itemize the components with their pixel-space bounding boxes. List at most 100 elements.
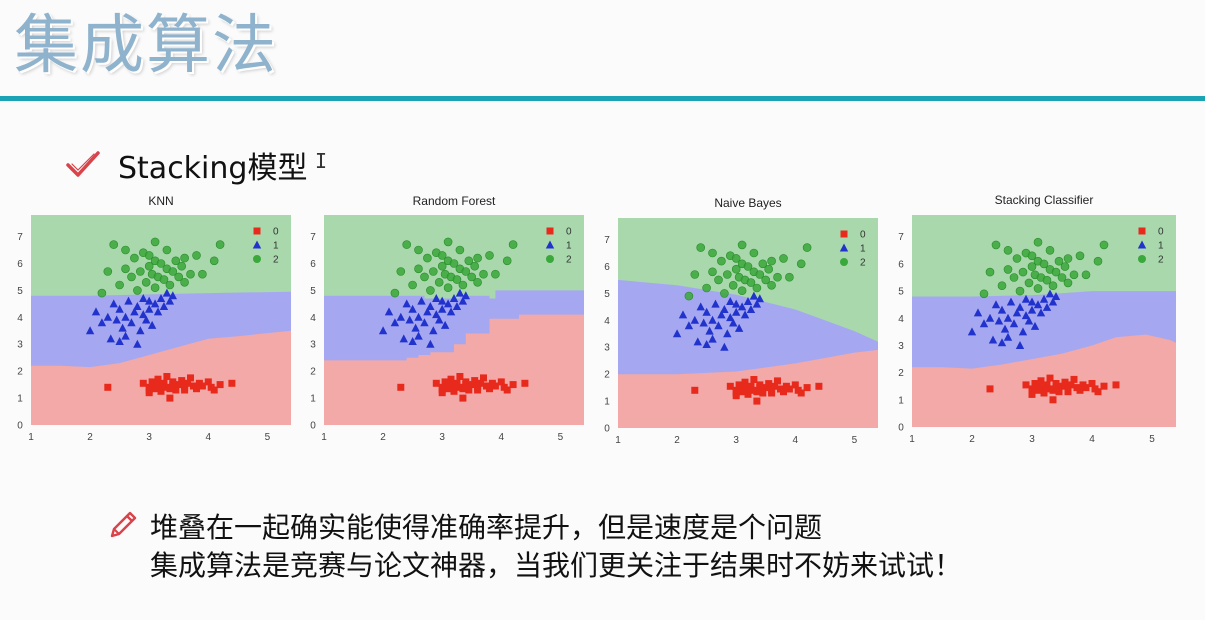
point-class-2 (467, 272, 477, 282)
y-tick-label: 3 (17, 340, 23, 351)
point-class-1 (109, 299, 118, 308)
point-class-1 (417, 296, 426, 305)
point-class-2 (743, 262, 753, 271)
y-tick-label: 7 (17, 232, 23, 243)
point-class-0 (459, 394, 467, 402)
point-class-1 (755, 294, 765, 303)
point-class-2 (144, 251, 154, 260)
point-class-0 (397, 383, 405, 391)
y-tick-label: 7 (604, 235, 610, 246)
point-class-2 (177, 261, 186, 271)
point-class-2 (761, 275, 771, 285)
point-class-2 (150, 283, 160, 292)
point-class-1 (1006, 297, 1016, 306)
legend-label: 2 (1158, 255, 1164, 266)
point-class-1 (1015, 302, 1025, 311)
legend-label: 1 (1158, 241, 1164, 252)
chart-title: Random Forest (413, 194, 496, 208)
point-class-1 (121, 312, 130, 321)
legend-label: 0 (566, 227, 572, 238)
point-class-1 (1000, 324, 1010, 333)
point-class-1 (440, 320, 450, 329)
y-tick-label: 7 (898, 232, 904, 243)
point-class-1 (711, 299, 720, 308)
point-class-1 (153, 307, 163, 316)
point-class-0 (1040, 389, 1048, 397)
point-class-0 (139, 379, 147, 387)
point-class-0 (753, 388, 761, 396)
point-class-2 (449, 259, 459, 268)
point-class-1 (708, 334, 717, 343)
point-class-0 (151, 385, 159, 393)
point-class-1 (731, 299, 741, 308)
point-class-2 (1051, 267, 1061, 277)
point-class-1 (426, 302, 435, 311)
point-class-2 (1012, 254, 1022, 263)
point-class-0 (768, 389, 776, 397)
point-class-0 (791, 381, 799, 389)
point-class-1 (156, 293, 166, 302)
point-class-2 (779, 254, 788, 263)
point-class-2 (1027, 251, 1037, 261)
pencil-icon (110, 511, 137, 538)
point-class-0 (163, 373, 171, 380)
point-class-0 (1028, 390, 1036, 398)
point-class-1 (139, 293, 148, 302)
point-class-0 (210, 386, 218, 394)
chart-title: KNN (148, 194, 173, 208)
y-tick-label: 0 (898, 423, 904, 434)
point-class-0 (166, 385, 174, 393)
point-class-0 (172, 386, 180, 394)
point-class-0 (104, 383, 112, 391)
point-class-1 (165, 296, 175, 305)
legend-marker-0 (1138, 227, 1146, 235)
point-class-1 (147, 320, 157, 329)
text-cursor-icon: I (315, 149, 328, 173)
point-class-2 (1060, 262, 1070, 271)
point-class-1 (144, 304, 154, 313)
point-class-1 (693, 337, 702, 346)
point-class-1 (705, 326, 714, 335)
point-class-1 (1021, 294, 1031, 303)
point-class-0 (1094, 388, 1102, 396)
y-tick-label: 3 (898, 341, 904, 352)
y-tick-label: 5 (17, 286, 23, 297)
point-class-2 (767, 281, 776, 290)
point-class-0 (986, 385, 994, 393)
point-class-1 (1018, 327, 1028, 336)
point-class-2 (773, 272, 782, 282)
point-class-2 (121, 245, 130, 255)
point-class-2 (684, 291, 694, 301)
point-class-1 (720, 342, 729, 351)
x-tick-label: 5 (265, 432, 271, 443)
point-class-0 (184, 379, 192, 387)
point-class-1 (714, 321, 723, 330)
point-class-2 (426, 286, 435, 295)
point-class-1 (384, 307, 394, 316)
point-class-1 (142, 315, 151, 324)
point-class-1 (973, 308, 983, 317)
point-class-2 (755, 270, 765, 279)
point-class-2 (168, 267, 178, 276)
point-class-2 (420, 272, 429, 282)
point-class-1 (1027, 305, 1037, 314)
point-class-1 (699, 318, 708, 327)
point-class-2 (1054, 256, 1064, 266)
point-class-2 (728, 281, 738, 290)
point-class-1 (708, 315, 717, 324)
point-class-2 (717, 256, 726, 266)
point-class-2 (758, 259, 768, 269)
point-class-1 (162, 288, 172, 297)
point-class-2 (1003, 265, 1013, 274)
point-class-2 (141, 278, 151, 287)
point-class-1 (139, 310, 148, 319)
point-class-1 (405, 315, 414, 324)
point-class-1 (168, 291, 178, 300)
point-class-2 (215, 240, 225, 249)
point-class-1 (752, 299, 762, 308)
point-class-0 (744, 390, 752, 398)
point-class-0 (1052, 382, 1060, 390)
